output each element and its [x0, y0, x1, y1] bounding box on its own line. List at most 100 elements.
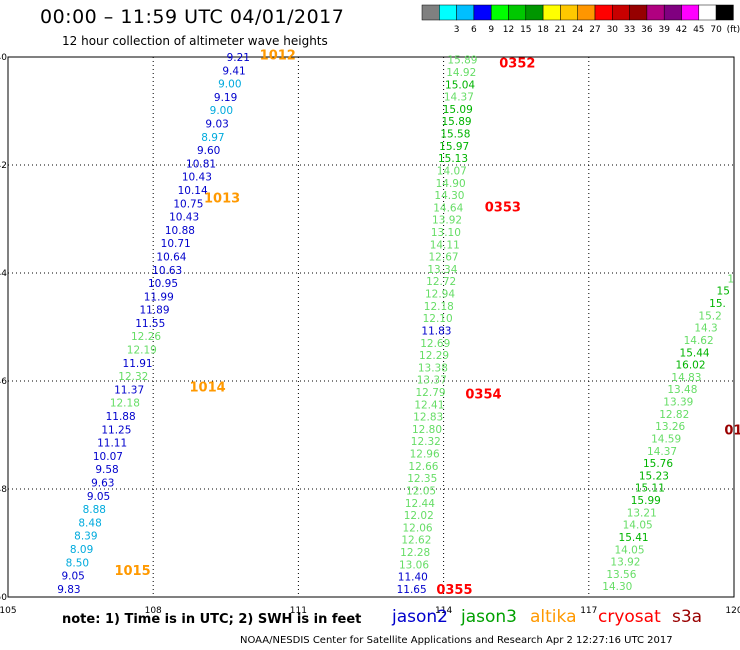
- footer-note: note: 1) Time is in UTC; 2) SWH is in fe…: [62, 612, 362, 627]
- swh-point: 14.30: [434, 190, 464, 202]
- swh-point: 14.05: [614, 544, 644, 556]
- swh-point: 12.32: [411, 436, 441, 448]
- swh-point: 10.95: [148, 278, 178, 290]
- colorbar-label: 21: [555, 25, 566, 35]
- time-label: 0355: [436, 583, 472, 598]
- colorbar-swatch: [439, 4, 457, 21]
- swh-point: 12.28: [400, 547, 430, 559]
- swh-point: 12.82: [659, 409, 689, 421]
- time-label: 1014: [190, 380, 226, 395]
- time-label: 1012: [260, 48, 296, 63]
- grid: [8, 57, 734, 597]
- swh-point: 8.48: [78, 517, 101, 529]
- swh-point: 10.43: [169, 212, 199, 224]
- colorbar-label: 36: [641, 25, 653, 35]
- colorbar-label: 30: [607, 25, 619, 35]
- swh-point: 12.06: [403, 522, 433, 534]
- swh-point: 11.83: [421, 325, 451, 337]
- swh-point: 12.72: [426, 276, 456, 288]
- swh-point: 16.02: [675, 360, 705, 372]
- swh-point: 12.62: [401, 535, 431, 547]
- swh-point: 11.89: [139, 305, 169, 317]
- swh-point: 11.11: [97, 438, 127, 450]
- swh-point: 15.11: [635, 483, 665, 495]
- swh-point: 15.99: [631, 495, 661, 507]
- swh-point: 12.29: [419, 350, 449, 362]
- swh-point: 9.83: [57, 584, 80, 596]
- swh-point: 10.64: [156, 251, 186, 263]
- colorbar-label: 24: [572, 25, 584, 35]
- colorbar-label: 9: [488, 25, 494, 35]
- time-label: 1015: [114, 564, 150, 579]
- swh-point: 10.88: [165, 225, 195, 237]
- mission-jason2: jason2: [392, 607, 448, 627]
- data-points: 9.219.419.009.199.009.038.979.6010.8110.…: [57, 52, 734, 596]
- swh-point: 10.81: [186, 158, 216, 170]
- swh-point: 8.39: [74, 531, 97, 543]
- colorbar-swatch: [629, 4, 648, 21]
- time-label: 0353: [485, 201, 521, 216]
- colorbar-swatch: [473, 4, 492, 21]
- swh-point: 14.30: [602, 581, 632, 593]
- swh-point: 12.18: [424, 301, 454, 313]
- swh-point: 11.65: [397, 584, 427, 596]
- swh-point: 12.10: [423, 313, 453, 325]
- colorbar-swatch: [663, 4, 682, 21]
- swh-point: 13.92: [610, 557, 640, 569]
- swh-point: 15.97: [439, 141, 469, 153]
- plot-border: [7, 56, 735, 598]
- swh-point: 8.97: [201, 132, 224, 144]
- colorbar-swatch: [698, 4, 717, 21]
- x-tick-label: 111: [290, 606, 307, 616]
- swh-point: 14.92: [446, 67, 476, 79]
- swh-point: 12.94: [425, 289, 455, 301]
- swh-point: 14.64: [433, 202, 463, 214]
- swh-point: 15.04: [445, 79, 475, 91]
- swh-point: 8.88: [83, 504, 106, 516]
- swh-point: 10.14: [178, 185, 208, 197]
- x-tick-label: 114: [435, 606, 452, 616]
- colorbar-label: 15: [520, 25, 531, 35]
- swh-point: 15.13: [438, 153, 468, 165]
- swh-point: 14.07: [437, 165, 467, 177]
- colorbar-swatch: [560, 4, 578, 21]
- time-label: 0352: [499, 56, 535, 71]
- swh-point: 13.56: [606, 569, 636, 581]
- swh-point: 14.11: [430, 239, 460, 251]
- footer-credit: NOAA/NESDIS Center for Satellite Applica…: [240, 635, 673, 646]
- swh-point: 13.38: [418, 362, 448, 374]
- swh-point: 9.63: [91, 478, 114, 490]
- swh-point: 9.41: [222, 65, 245, 77]
- colorbar-label: 18: [537, 25, 549, 35]
- swh-point: 15.58: [440, 129, 470, 141]
- swh-point: 9.05: [61, 571, 84, 583]
- swh-point: 15.89: [442, 116, 472, 128]
- swh-point: 15.89: [447, 55, 477, 67]
- colorbar-label: 12: [503, 25, 514, 35]
- swh-point: 11.99: [144, 291, 174, 303]
- swh-point: 15.23: [639, 470, 669, 482]
- swh-point: 12.69: [420, 338, 450, 350]
- swh-point: 13.21: [627, 507, 657, 519]
- colorbar-swatch: [542, 4, 561, 21]
- swh-point: 15.44: [680, 347, 710, 359]
- x-tick-label: 117: [580, 606, 597, 616]
- swh-point: 15: [717, 286, 730, 298]
- time-label: 01: [724, 424, 740, 439]
- swh-point: 13.06: [399, 559, 429, 571]
- swh-point: 12.83: [413, 412, 443, 424]
- swh-point: 13.10: [431, 227, 461, 239]
- swh-point: 14.05: [623, 520, 653, 532]
- swh-point: 15.09: [443, 104, 473, 116]
- swh-point: 10.07: [93, 451, 123, 463]
- mission-altika: altika: [530, 607, 577, 627]
- swh-point: 12.66: [408, 461, 438, 473]
- colorbar-label: 42: [676, 25, 687, 35]
- swh-point: 13.37: [417, 375, 447, 387]
- time-labels: 1012 1013 1014 1015 0352 0353 0354 0355 01: [114, 48, 740, 598]
- swh-point: 14.3: [694, 323, 717, 335]
- swh-point: 15.2: [698, 310, 721, 322]
- swh-point: 15.41: [619, 532, 649, 544]
- colorbar-label: 70: [710, 25, 722, 35]
- colorbar-swatch: [612, 4, 630, 21]
